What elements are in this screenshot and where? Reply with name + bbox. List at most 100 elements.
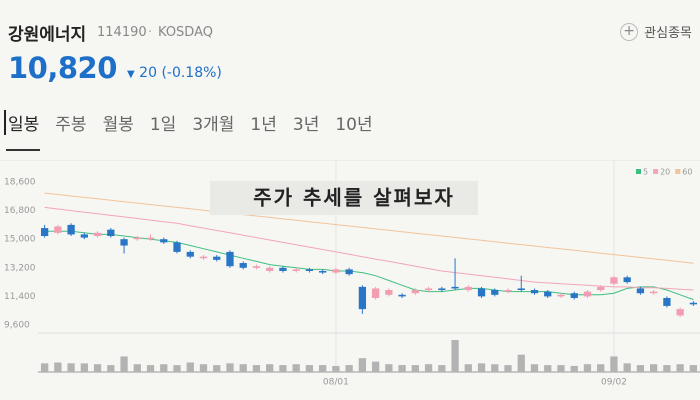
- candle-body: [491, 290, 499, 295]
- volume-bar: [133, 364, 141, 372]
- x-tick-label: 08/01: [323, 378, 349, 388]
- watch-label: 관심종목: [644, 26, 692, 41]
- ma-line: [44, 192, 694, 264]
- candle-body: [464, 286, 472, 291]
- candle-body: [345, 269, 353, 275]
- volume-bar: [385, 364, 393, 372]
- market: KOSDAQ: [158, 25, 213, 40]
- volume-bar: [358, 358, 367, 372]
- candle-body: [107, 229, 115, 237]
- candle-body: [583, 291, 592, 297]
- volume-bar: [239, 364, 247, 372]
- candle-body: [438, 288, 446, 291]
- legend-swatch: [653, 169, 659, 174]
- volume-bar: [583, 364, 592, 372]
- volume-bar: [213, 365, 221, 372]
- candle-body: [517, 288, 525, 291]
- volume-bar: [226, 363, 234, 372]
- volume-bar: [557, 365, 565, 372]
- volume-bar: [464, 364, 472, 372]
- tab[interactable]: 3개월: [192, 115, 235, 135]
- tab[interactable]: 월봉: [102, 115, 134, 135]
- y-tick-label: 11,400: [4, 292, 36, 302]
- watch-button[interactable]: + 관심종목: [620, 22, 692, 41]
- candle-body: [80, 234, 88, 238]
- price: 10,820: [8, 51, 117, 85]
- volume-bar: [424, 364, 433, 372]
- volume-bar: [451, 340, 459, 372]
- tab[interactable]: 1년: [250, 115, 277, 135]
- volume-bar: [292, 364, 300, 372]
- separator: ·: [148, 25, 153, 40]
- y-tick-label: 13,200: [4, 263, 36, 273]
- volume-bar: [570, 365, 578, 372]
- tabs: 일봉 주봉 월봉 1일 3개월 1년 3년 10년: [0, 110, 381, 135]
- y-tick-label: 15,000: [4, 235, 36, 245]
- volume-bar: [689, 365, 698, 372]
- volume-bar: [504, 365, 512, 372]
- candle-body: [636, 288, 645, 294]
- candle-body: [239, 263, 247, 268]
- candle-body: [319, 270, 327, 273]
- candle-body: [371, 288, 380, 298]
- plus-icon: +: [620, 22, 639, 41]
- legend-label: 5: [643, 168, 648, 177]
- candle-body: [67, 224, 75, 235]
- volume-bar: [517, 354, 525, 372]
- volume-bar: [319, 365, 327, 372]
- legend-swatch: [675, 169, 681, 174]
- legend-label: 60: [682, 168, 692, 177]
- volume-bar: [610, 356, 618, 372]
- volume-bar: [146, 365, 155, 372]
- volume-bar: [93, 364, 102, 372]
- candle-body: [650, 291, 658, 294]
- tab[interactable]: 1일: [149, 115, 177, 135]
- annotation: 주가 추세를 살펴보자: [253, 186, 455, 210]
- tab[interactable]: 일봉: [4, 110, 47, 135]
- candle-body: [451, 286, 459, 289]
- candle-body: [252, 266, 261, 268]
- volume-bar: [371, 361, 380, 372]
- legend-label: 20: [660, 168, 670, 177]
- x-tick-label: 09/02: [601, 378, 627, 388]
- candle-body: [186, 251, 194, 257]
- candle-body: [623, 277, 631, 283]
- candle-body: [663, 297, 671, 306]
- volume-bar: [650, 364, 658, 372]
- volume-bar: [491, 364, 499, 372]
- candle-body: [226, 251, 234, 267]
- volume-bar: [173, 365, 181, 372]
- candle-body: [504, 290, 512, 292]
- y-tick-label: 18,600: [4, 177, 36, 187]
- volume-bar: [199, 364, 208, 372]
- candle-body: [173, 242, 181, 252]
- candle-body: [557, 294, 565, 297]
- annotation-box: [210, 181, 478, 215]
- y-tick-label: 16,800: [4, 206, 36, 216]
- volume-bar: [623, 363, 631, 372]
- volume-bar: [345, 365, 353, 372]
- volume-bar: [663, 365, 671, 372]
- ma-line: [44, 230, 694, 301]
- volume-bar: [597, 364, 605, 372]
- candle-body: [411, 290, 419, 294]
- volume-bar: [107, 365, 115, 372]
- candle-body: [93, 232, 102, 237]
- tab[interactable]: 10년: [335, 115, 373, 135]
- volume-bar: [636, 365, 645, 372]
- candle-body: [146, 237, 155, 240]
- stock-name: 강원에너지: [8, 25, 87, 45]
- volume-bar: [398, 365, 406, 372]
- candle-body: [676, 309, 684, 316]
- volume-bar: [305, 365, 314, 372]
- candle-body: [54, 226, 62, 233]
- candle-body: [424, 288, 433, 291]
- volume-bar: [438, 365, 446, 372]
- candle-body: [570, 293, 578, 298]
- tab[interactable]: 3년: [292, 115, 320, 135]
- volume-bar: [332, 365, 340, 372]
- volume-bar: [252, 365, 261, 372]
- tab[interactable]: 주봉: [55, 115, 87, 135]
- volume-bar: [120, 356, 128, 372]
- candle-body: [133, 237, 141, 240]
